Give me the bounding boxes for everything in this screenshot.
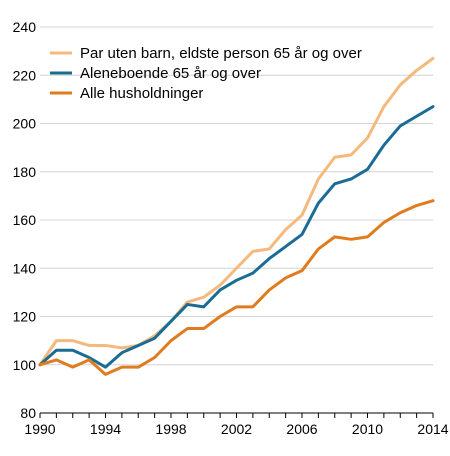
legend-label: Alle husholdninger — [80, 85, 203, 102]
x-tick-label: 1990 — [24, 421, 55, 437]
x-tick-label: 2006 — [286, 421, 317, 437]
y-tick-label: 80 — [20, 405, 36, 421]
x-tick-label: 1998 — [155, 421, 186, 437]
y-tick-label: 160 — [13, 212, 37, 228]
y-tick-label: 180 — [13, 164, 37, 180]
y-tick-label: 120 — [13, 309, 37, 325]
y-tick-label: 220 — [13, 67, 37, 83]
x-tick-label: 2014 — [417, 421, 448, 437]
y-tick-label: 200 — [13, 116, 37, 132]
legend-label: Par uten barn, eldste person 65 år og ov… — [80, 45, 362, 62]
x-tick-label: 2010 — [352, 421, 383, 437]
legend: Par uten barn, eldste person 65 år og ov… — [50, 45, 362, 102]
series-line-3 — [38, 199, 435, 376]
y-tick-label: 140 — [13, 260, 37, 276]
y-tick-label: 240 — [13, 19, 37, 35]
series-lines — [38, 56, 435, 376]
series-line-2 — [38, 105, 435, 369]
legend-label: Aleneboende 65 år og over — [80, 65, 261, 82]
x-tick-label: 2002 — [221, 421, 252, 437]
y-tick-label: 100 — [13, 357, 37, 373]
axes: 80 100 120 140 160 180 200 220 240 1990 1994 1998 20… — [13, 19, 449, 437]
series-line-1 — [38, 56, 435, 367]
x-tick-label: 1994 — [90, 421, 121, 437]
